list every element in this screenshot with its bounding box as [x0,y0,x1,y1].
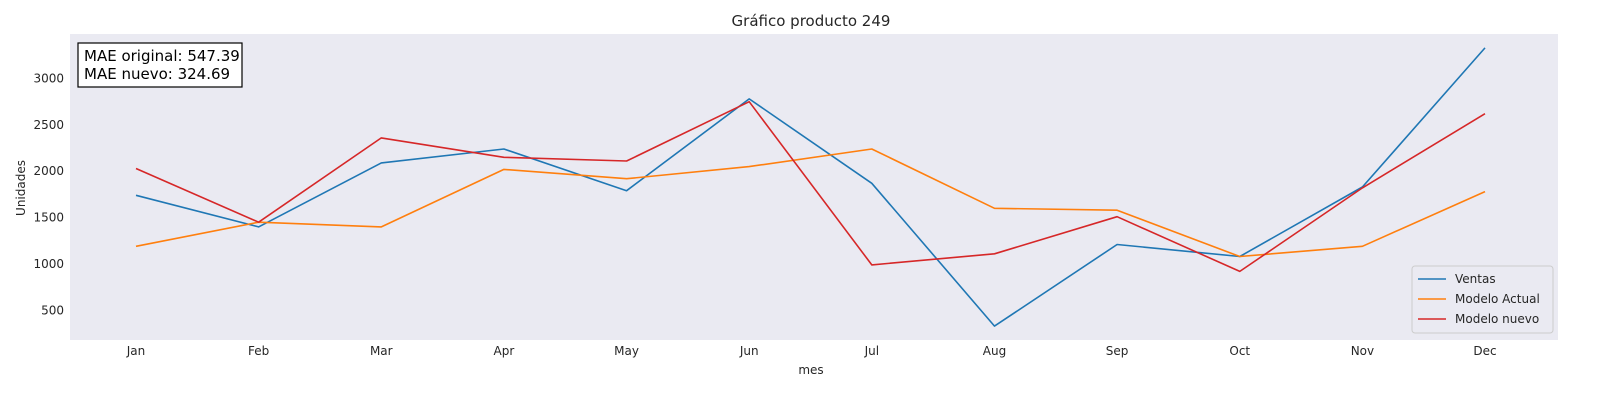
x-tick-label: Sep [1106,344,1129,358]
x-tick-label: Mar [370,344,393,358]
y-tick-label: 500 [41,303,64,317]
y-tick-label: 1000 [33,257,64,271]
legend-label-ventas: Ventas [1455,272,1496,286]
legend: Ventas Modelo Actual Modelo nuevo [1411,265,1554,334]
x-tick-label: Jan [126,344,146,358]
y-tick-label: 2500 [33,118,64,132]
legend-box [1411,265,1554,334]
x-axis-ticks: Jan Feb Mar Apr May Jun Jul Aug Sep Oct Nov Dec [126,344,1497,358]
x-tick-label: Jul [864,344,879,358]
x-tick-label: Oct [1229,344,1250,358]
y-axis-label: Unidades [14,160,28,216]
series-line-modelo-actual [135,148,1486,258]
y-axis-ticks: 500 1000 1500 2000 2500 3000 [33,72,64,318]
x-tick-label: May [614,344,639,358]
mae-annotation: MAE original: 547.39 MAE nuevo: 324.69 [77,42,243,88]
series-lines [135,47,1486,327]
x-tick-label: Nov [1351,344,1374,358]
series-line-ventas [135,47,1486,327]
legend-label-modelo-actual: Modelo Actual [1455,292,1540,306]
x-tick-label: Feb [248,344,269,358]
y-tick-label: 2000 [33,164,64,178]
x-tick-label: Jun [739,344,759,358]
series-line-modelo-nuevo [135,100,1486,273]
legend-label-modelo-nuevo: Modelo nuevo [1455,312,1539,326]
y-tick-label: 1500 [33,211,64,225]
x-tick-label: Dec [1473,344,1496,358]
annotation-mae-original: MAE original: 547.39 [84,47,240,65]
x-axis-label: mes [798,363,823,377]
chart-title: Gráfico producto 249 [732,12,891,30]
annotation-mae-nuevo: MAE nuevo: 324.69 [84,65,230,83]
x-tick-label: Apr [494,344,515,358]
annotation-box [77,42,243,88]
x-tick-label: Aug [983,344,1006,358]
y-tick-label: 3000 [33,72,64,86]
